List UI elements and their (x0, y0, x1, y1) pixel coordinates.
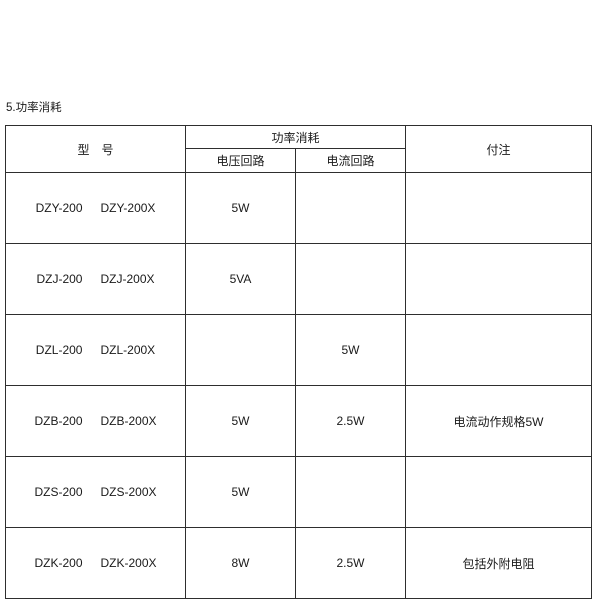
model-cell: DZB-200 DZB-200X (5, 385, 186, 457)
model-a: DZK-200 (34, 556, 83, 570)
table-row-dzl: DZL-200 DZL-200X 5W (5, 314, 593, 386)
current-cell: 2.5W (294, 527, 407, 599)
current-cell: 2.5W (294, 385, 407, 457)
voltage-cell: 5W (185, 172, 296, 244)
voltage-cell: 8W (185, 527, 296, 599)
note-cell: 电流动作规格5W (405, 385, 593, 457)
voltage-cell (185, 314, 296, 386)
header-voltage-circuit: 电压回路 (185, 148, 296, 173)
table-row-dzs: DZS-200 DZS-200X 5W (5, 456, 593, 528)
model-cell: DZJ-200 DZJ-200X (5, 243, 186, 315)
model-cell: DZK-200 DZK-200X (5, 527, 186, 599)
model-b: DZY-200X (100, 201, 156, 215)
model-b: DZB-200X (100, 414, 157, 428)
table-row-dzj: DZJ-200 DZJ-200X 5VA (5, 243, 593, 315)
table-row-dzk: DZK-200 DZK-200X 8W 2.5W 包括外附电阻 (5, 527, 593, 599)
model-b: DZJ-200X (100, 272, 155, 286)
current-cell (294, 172, 407, 244)
model-cell: DZL-200 DZL-200X (5, 314, 186, 386)
model-a: DZL-200 (35, 343, 83, 357)
table-header-row-1: 型 号 功率消耗 付注 (5, 125, 593, 173)
table-header-row-2: 电压回路 电流回路 (6, 148, 592, 173)
current-cell (294, 456, 407, 528)
power-consumption-table: 型 号 功率消耗 付注 电压回路 电流回路 DZY-200 DZY-200X 5… (5, 125, 593, 599)
model-cell: DZY-200 DZY-200X (5, 172, 186, 244)
model-a: DZJ-200 (36, 272, 83, 286)
note-cell (405, 314, 593, 386)
model-cell: DZS-200 DZS-200X (5, 456, 186, 528)
note-cell (405, 243, 593, 315)
table-row-dzb: DZB-200 DZB-200X 5W 2.5W 电流动作规格5W (5, 385, 593, 457)
header-power-group: 功率消耗 (184, 125, 407, 149)
table-row-dzy: DZY-200 DZY-200X 5W (5, 172, 593, 244)
note-cell (405, 456, 593, 528)
model-b: DZK-200X (100, 556, 157, 570)
model-b: DZS-200X (100, 485, 157, 499)
voltage-cell: 5VA (185, 243, 296, 315)
current-cell (294, 243, 407, 315)
model-a: DZB-200 (34, 414, 83, 428)
model-b: DZL-200X (100, 343, 156, 357)
header-current-circuit: 电流回路 (294, 148, 407, 173)
model-a: DZY-200 (35, 201, 83, 215)
note-cell (405, 172, 593, 244)
model-a: DZS-200 (34, 485, 83, 499)
header-notes: 付注 (405, 125, 593, 173)
voltage-cell: 5W (185, 456, 296, 528)
note-cell: 包括外附电阻 (405, 527, 593, 599)
section-title: 5.功率消耗 (6, 102, 62, 114)
voltage-cell: 5W (185, 385, 296, 457)
header-model: 型 号 (5, 125, 186, 173)
current-cell: 5W (294, 314, 407, 386)
